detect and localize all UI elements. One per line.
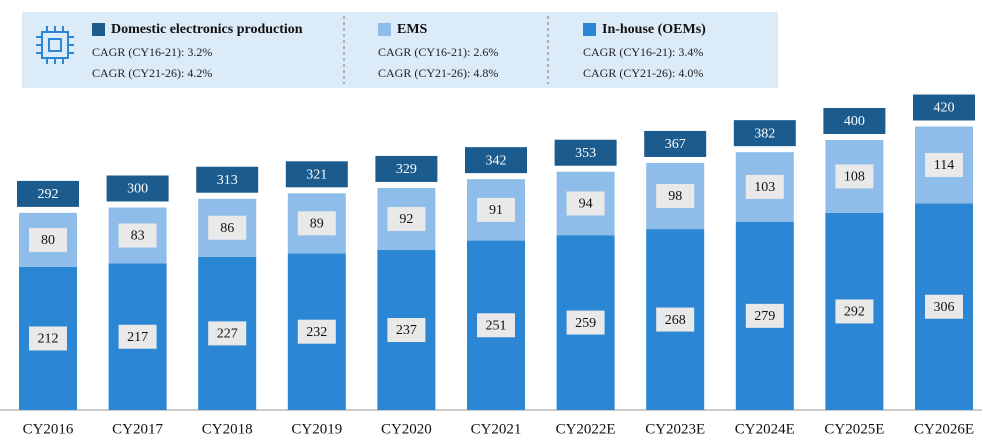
x-tick-label: CY2023E	[645, 421, 705, 437]
value-label-box	[477, 197, 515, 222]
value-label: 108	[844, 170, 865, 185]
total-label: 382	[754, 126, 775, 141]
total-label-box	[644, 130, 707, 157]
value-label: 86	[220, 221, 234, 236]
total-label: 292	[38, 187, 59, 202]
total-label-box	[554, 139, 617, 166]
x-tick-label: CY2020	[381, 421, 432, 437]
value-label-box	[477, 313, 515, 338]
legend-swatch	[378, 23, 391, 36]
value-label-box	[297, 319, 336, 344]
total-label: 342	[486, 153, 507, 168]
value-label-box	[745, 174, 784, 199]
value-label: 227	[217, 327, 238, 342]
x-tick-label: CY2016	[23, 421, 74, 437]
value-label-box	[566, 310, 605, 335]
value-label-box	[29, 326, 67, 351]
value-label-box	[208, 215, 247, 240]
legend-cagr: CAGR (CY21-26): 4.2%	[92, 66, 212, 80]
chip-icon	[36, 26, 74, 64]
value-label-box	[835, 299, 874, 324]
x-tick-label: CY2025E	[824, 421, 884, 437]
total-label: 367	[665, 137, 686, 152]
value-label-box	[835, 164, 874, 189]
total-label: 321	[306, 168, 327, 183]
total-label-box	[465, 147, 527, 174]
value-label-box	[925, 152, 963, 177]
value-label-box	[387, 206, 426, 231]
value-label-box	[387, 318, 426, 343]
value-label: 92	[399, 212, 413, 227]
value-label-box	[656, 307, 695, 332]
x-tick-label: CY2022E	[556, 421, 616, 437]
total-label-box	[375, 155, 438, 182]
total-label-box	[733, 120, 796, 147]
legend-cagr: CAGR (CY21-26): 4.8%	[378, 66, 498, 80]
value-label-box	[656, 184, 695, 209]
value-label: 89	[310, 217, 324, 232]
value-label: 91	[489, 203, 503, 218]
value-label: 80	[41, 233, 55, 248]
value-label: 279	[754, 309, 775, 324]
value-label: 114	[934, 158, 954, 173]
total-label: 300	[127, 182, 148, 197]
legend-cagr: CAGR (CY16-21): 3.4%	[583, 45, 703, 59]
total-label: 400	[844, 114, 865, 129]
total-label: 353	[575, 146, 596, 161]
x-tick-label: CY2019	[291, 421, 342, 437]
value-label: 232	[306, 325, 327, 340]
total-label-box	[285, 161, 348, 188]
total-label-box	[106, 175, 169, 202]
value-label: 292	[844, 305, 865, 320]
value-label-box	[29, 227, 67, 252]
legend-cagr: CAGR (CY16-21): 2.6%	[378, 45, 498, 59]
value-label: 251	[486, 319, 507, 334]
value-label: 212	[38, 332, 59, 347]
total-label-box	[823, 108, 886, 134]
x-tick-label: CY2021	[471, 421, 522, 437]
x-tick-label: CY2026E	[914, 421, 974, 437]
value-label-box	[208, 321, 247, 346]
legend-cagr: CAGR (CY21-26): 4.0%	[583, 66, 703, 80]
value-label: 83	[131, 229, 145, 244]
x-tick-label: CY2017	[112, 421, 163, 437]
value-label-box	[925, 294, 963, 319]
legend-label: Domestic electronics production	[111, 22, 303, 37]
legend-swatch	[92, 23, 105, 36]
value-label: 268	[665, 313, 686, 328]
value-label-box	[745, 303, 784, 328]
value-label: 103	[754, 180, 775, 195]
total-label-box	[196, 166, 259, 193]
total-label: 329	[396, 162, 417, 177]
value-label: 306	[934, 300, 955, 315]
total-label-box	[17, 180, 79, 207]
value-label: 94	[579, 197, 593, 212]
legend-label: In-house (OEMs)	[602, 22, 706, 37]
value-label: 237	[396, 323, 417, 338]
value-label: 98	[668, 189, 682, 204]
total-label: 313	[217, 173, 238, 188]
x-tick-label: CY2024E	[735, 421, 795, 437]
legend-cagr: CAGR (CY16-21): 3.2%	[92, 45, 212, 59]
value-label-box	[297, 211, 336, 236]
value-label: 217	[127, 330, 148, 345]
legend-box	[22, 12, 778, 88]
legend-swatch	[583, 23, 596, 36]
total-label: 420	[934, 101, 955, 116]
legend-label: EMS	[397, 22, 428, 37]
value-label: 259	[575, 316, 596, 331]
total-label-box	[913, 94, 975, 121]
x-tick-label: CY2018	[202, 421, 253, 437]
value-label-box	[566, 191, 605, 216]
value-label-box	[118, 223, 157, 248]
value-label-box	[118, 324, 157, 349]
